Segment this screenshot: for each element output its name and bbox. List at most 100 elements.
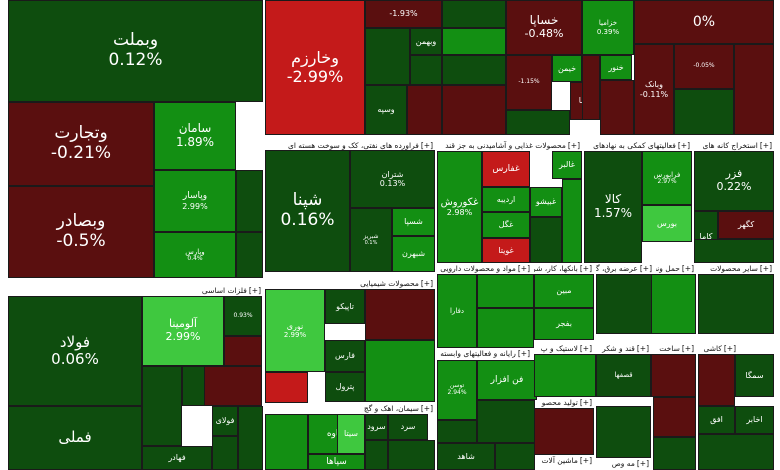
stock-tile[interactable] — [236, 232, 263, 278]
stock-tile[interactable]: غالبر — [552, 151, 582, 179]
stock-tile[interactable]: شبهرن — [392, 236, 435, 272]
stock-tile[interactable]: سمگا — [735, 354, 774, 397]
stock-tile[interactable]: فارس — [325, 340, 365, 372]
stock-tile[interactable]: شتران 0.13% — [350, 150, 435, 208]
stock-tile[interactable]: 0.93% — [224, 296, 262, 336]
stock-tile[interactable]: فملی — [8, 406, 142, 470]
stock-tile[interactable] — [651, 274, 696, 334]
stock-tile[interactable] — [442, 0, 506, 28]
stock-tile[interactable] — [694, 239, 774, 263]
stock-tile[interactable] — [365, 340, 435, 402]
stock-tile[interactable]: دفارا — [437, 274, 477, 348]
stock-tile[interactable]: -1.93% — [365, 0, 442, 28]
sector-header[interactable]: [+]فعالیتهای کمکی به نهادهای — [584, 140, 692, 151]
expand-sector-icon[interactable]: [+] — [636, 459, 649, 468]
stock-tile[interactable]: وسپه — [365, 85, 407, 135]
stock-tile[interactable] — [265, 372, 308, 403]
sector-header[interactable]: [+]سایر محصولات — [698, 263, 774, 274]
stock-tile[interactable]: غبیشو — [530, 187, 562, 217]
sector-header[interactable]: [+]مواد و محصولات دارویی — [437, 263, 532, 274]
stock-tile[interactable] — [698, 434, 774, 470]
stock-tile[interactable] — [534, 354, 596, 397]
stock-tile[interactable] — [442, 55, 506, 85]
sector-header[interactable]: [+]مه وص — [596, 458, 651, 469]
stock-tile[interactable] — [596, 274, 654, 334]
stock-tile[interactable]: فهادر — [142, 446, 212, 470]
stock-tile[interactable]: خنور — [600, 55, 632, 80]
expand-sector-icon[interactable]: [+] — [420, 141, 433, 150]
stock-tile[interactable] — [388, 440, 435, 470]
stock-tile[interactable]: سپاها — [308, 454, 365, 470]
stock-tile[interactable] — [410, 55, 442, 85]
expand-sector-icon[interactable]: [+] — [420, 279, 433, 288]
stock-tile[interactable]: فولاد 0.06% — [8, 296, 142, 406]
sector-header[interactable]: [+]فراورده های نفتی، کک و سوخت هسته ای — [265, 140, 435, 151]
sector-header[interactable]: [+]لاستیک و پ — [534, 343, 594, 354]
sector-header[interactable]: [+]حمل ونقل، انبارداری — [656, 263, 696, 274]
stock-tile[interactable]: سرود — [365, 414, 388, 440]
stock-tile[interactable] — [224, 336, 262, 366]
stock-tile[interactable]: افق — [698, 406, 735, 434]
expand-sector-icon[interactable]: [+] — [723, 344, 736, 353]
stock-tile[interactable] — [442, 85, 506, 135]
stock-tile[interactable] — [582, 55, 600, 120]
stock-tile[interactable]: -0.05% — [674, 44, 734, 89]
sector-header[interactable]: [+]ماشین آلات — [534, 455, 594, 466]
stock-tile[interactable] — [734, 44, 774, 135]
stock-tile[interactable] — [365, 440, 388, 470]
expand-sector-icon[interactable]: [+] — [681, 264, 694, 273]
stock-tile[interactable]: 0% — [634, 0, 774, 44]
stock-tile[interactable] — [238, 406, 263, 470]
sector-header[interactable]: [+]محصولات شیمیایی — [265, 278, 435, 289]
stock-tile[interactable] — [365, 289, 435, 340]
stock-tile[interactable] — [506, 110, 570, 135]
stock-tile[interactable]: غویتا — [482, 238, 530, 263]
stock-tile[interactable] — [698, 354, 735, 406]
sector-header[interactable]: [+]کاشی — [698, 343, 738, 354]
expand-sector-icon[interactable]: [+] — [759, 141, 772, 150]
stock-tile[interactable] — [562, 179, 582, 263]
stock-tile[interactable]: وبهمن — [410, 28, 442, 55]
expand-sector-icon[interactable]: [+] — [517, 264, 530, 273]
stock-tile[interactable] — [236, 170, 263, 232]
stock-tile[interactable] — [437, 420, 477, 443]
stock-tile[interactable]: مبین — [534, 274, 594, 308]
stock-tile[interactable] — [651, 354, 696, 397]
expand-sector-icon[interactable]: [+] — [681, 344, 694, 353]
stock-tile[interactable]: سرد — [388, 414, 428, 440]
stock-tile[interactable]: توسن 2.94% — [437, 360, 477, 420]
stock-tile[interactable]: وبانک -0.11% — [634, 44, 674, 135]
expand-sector-icon[interactable]: [+] — [579, 344, 592, 353]
stock-tile[interactable]: نوری 2.99% — [265, 289, 325, 372]
stock-tile[interactable]: وپاسار 2.99% — [154, 170, 236, 232]
stock-tile[interactable]: سیتا — [337, 414, 365, 454]
sector-header[interactable]: [+]استخراج کانه های — [694, 140, 774, 151]
stock-tile[interactable]: فرابورس 2.97% — [642, 151, 692, 205]
stock-tile[interactable]: قصفها — [596, 354, 651, 397]
expand-sector-icon[interactable]: [+] — [677, 141, 690, 150]
sector-header[interactable]: [+]محصولات غذایی و آشامیدنی به جز قند — [437, 140, 582, 151]
stock-tile[interactable]: فزر 0.22% — [694, 151, 774, 211]
sector-header[interactable]: [+]رایانه و فعالیتهای وابسته — [437, 348, 532, 359]
stock-tile[interactable] — [142, 366, 182, 446]
sector-header[interactable]: [+]قند و شکر — [596, 343, 651, 354]
stock-tile[interactable] — [698, 274, 774, 334]
stock-tile[interactable] — [265, 414, 308, 470]
sector-header[interactable]: [+]ساخت — [653, 343, 696, 354]
sector-header[interactable]: [+]سیمان، اهک و گچ — [265, 403, 435, 414]
stock-tile[interactable]: کگهر — [718, 211, 774, 239]
stock-tile[interactable]: شسپا — [392, 208, 435, 236]
sector-header[interactable]: [+]بانکها، کار، شرکتهای — [534, 263, 594, 274]
stock-tile[interactable]: وبملت 0.12% — [8, 0, 263, 102]
stock-tile[interactable]: شبریز 0.1% — [350, 208, 392, 272]
stock-tile[interactable] — [653, 437, 696, 470]
expand-sector-icon[interactable]: [+] — [517, 349, 530, 358]
stock-tile[interactable] — [674, 89, 734, 135]
stock-tile[interactable]: خساپا -0.48% — [506, 0, 582, 55]
sector-header[interactable]: [+]عرضه برق، گاز، بخار — [596, 263, 654, 274]
stock-tile[interactable]: -1.15% — [506, 55, 552, 110]
stock-tile[interactable]: شپنا 0.16% — [265, 150, 350, 272]
stock-tile[interactable] — [530, 217, 562, 263]
stock-tile[interactable]: وخارزم -2.99% — [265, 0, 365, 135]
stock-tile[interactable]: پترول — [325, 372, 365, 402]
